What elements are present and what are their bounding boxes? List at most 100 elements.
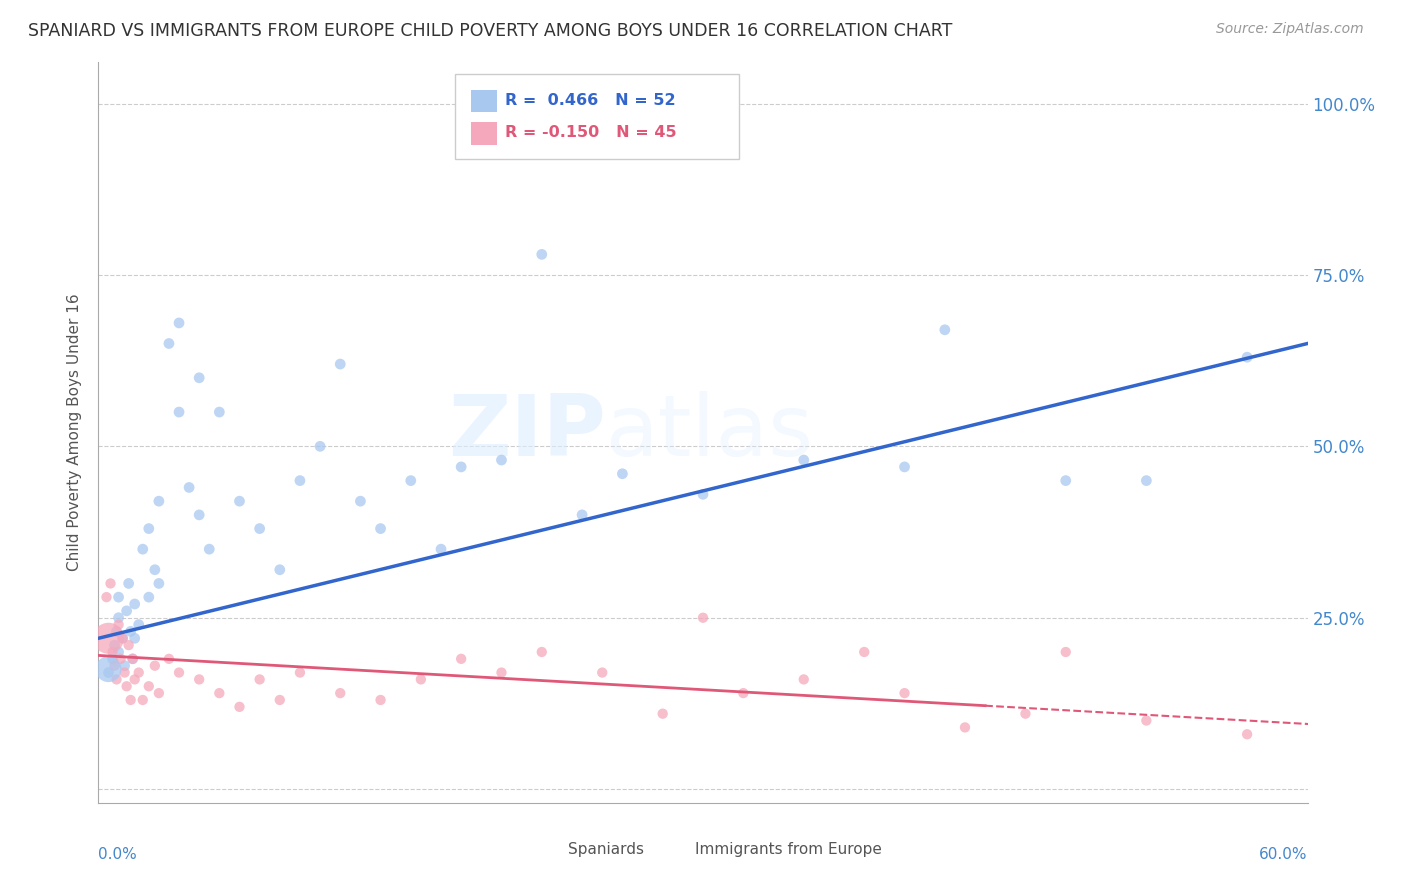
Point: [893, 459, 915, 474]
Point: [249, 673, 271, 687]
Text: Immigrants from Europe: Immigrants from Europe: [695, 842, 882, 857]
Point: [107, 590, 129, 604]
Point: [1236, 727, 1258, 741]
Point: [121, 652, 143, 666]
Point: [105, 624, 128, 639]
Point: [100, 576, 122, 591]
Point: [430, 542, 453, 557]
Point: [103, 658, 125, 673]
Point: [288, 474, 311, 488]
Point: [120, 693, 142, 707]
Point: [370, 522, 392, 536]
Point: [651, 706, 673, 721]
Point: [612, 467, 634, 481]
Point: [208, 405, 231, 419]
Point: [329, 357, 352, 371]
Point: [1014, 706, 1036, 721]
Point: [143, 658, 166, 673]
Point: [114, 658, 136, 673]
Point: [143, 563, 166, 577]
Point: [450, 459, 472, 474]
Point: [107, 645, 129, 659]
Point: [953, 720, 976, 734]
Point: [110, 652, 132, 666]
Point: [269, 693, 291, 707]
Point: [138, 522, 160, 536]
Point: [148, 576, 170, 591]
Bar: [471, 122, 498, 145]
Point: [167, 316, 190, 330]
Bar: [540, 840, 561, 858]
Point: [96, 590, 118, 604]
Point: [198, 542, 221, 557]
Point: [188, 673, 211, 687]
Point: [188, 371, 211, 385]
Point: [1135, 714, 1157, 728]
Point: [148, 494, 170, 508]
Point: [118, 638, 141, 652]
Point: [733, 686, 755, 700]
Point: [105, 673, 128, 687]
Point: [124, 673, 146, 687]
Point: [1135, 474, 1157, 488]
Point: [97, 662, 120, 676]
Point: [148, 686, 170, 700]
Point: [228, 699, 250, 714]
Point: [124, 597, 146, 611]
Point: [591, 665, 613, 680]
Point: [107, 611, 129, 625]
Point: [120, 624, 142, 639]
Point: [167, 405, 190, 419]
Point: [793, 673, 815, 687]
Point: [97, 632, 120, 646]
Point: [329, 686, 352, 700]
Point: [491, 665, 513, 680]
Point: [188, 508, 211, 522]
Point: [132, 542, 155, 557]
Point: [97, 665, 120, 680]
Point: [228, 494, 250, 508]
Point: [179, 480, 201, 494]
Point: [128, 617, 150, 632]
Text: R =  0.466   N = 52: R = 0.466 N = 52: [505, 93, 675, 108]
Point: [530, 645, 553, 659]
Text: Spaniards: Spaniards: [568, 842, 644, 857]
Point: [128, 665, 150, 680]
Point: [103, 638, 125, 652]
Point: [409, 673, 432, 687]
Text: 0.0%: 0.0%: [98, 847, 138, 863]
Point: [121, 652, 143, 666]
Text: R = -0.150   N = 45: R = -0.150 N = 45: [505, 125, 676, 140]
Point: [1054, 645, 1077, 659]
Point: [118, 576, 141, 591]
Point: [450, 652, 472, 666]
Text: Source: ZipAtlas.com: Source: ZipAtlas.com: [1216, 22, 1364, 37]
FancyBboxPatch shape: [456, 73, 740, 159]
Point: [157, 652, 180, 666]
Text: atlas: atlas: [606, 391, 814, 475]
Point: [530, 247, 553, 261]
Point: [107, 617, 129, 632]
Text: 60.0%: 60.0%: [1260, 847, 1308, 863]
Point: [101, 652, 124, 666]
Point: [288, 665, 311, 680]
Point: [115, 604, 138, 618]
Point: [692, 611, 714, 625]
Point: [124, 632, 146, 646]
Bar: [666, 840, 689, 858]
Y-axis label: Child Poverty Among Boys Under 16: Child Poverty Among Boys Under 16: [67, 293, 83, 572]
Point: [399, 474, 422, 488]
Point: [893, 686, 915, 700]
Point: [167, 665, 190, 680]
Point: [208, 686, 231, 700]
Point: [370, 693, 392, 707]
Point: [115, 679, 138, 693]
Point: [138, 590, 160, 604]
Point: [1054, 474, 1077, 488]
Point: [853, 645, 876, 659]
Point: [793, 453, 815, 467]
Point: [1236, 350, 1258, 364]
Point: [101, 645, 124, 659]
Point: [269, 563, 291, 577]
Text: ZIP: ZIP: [449, 391, 606, 475]
